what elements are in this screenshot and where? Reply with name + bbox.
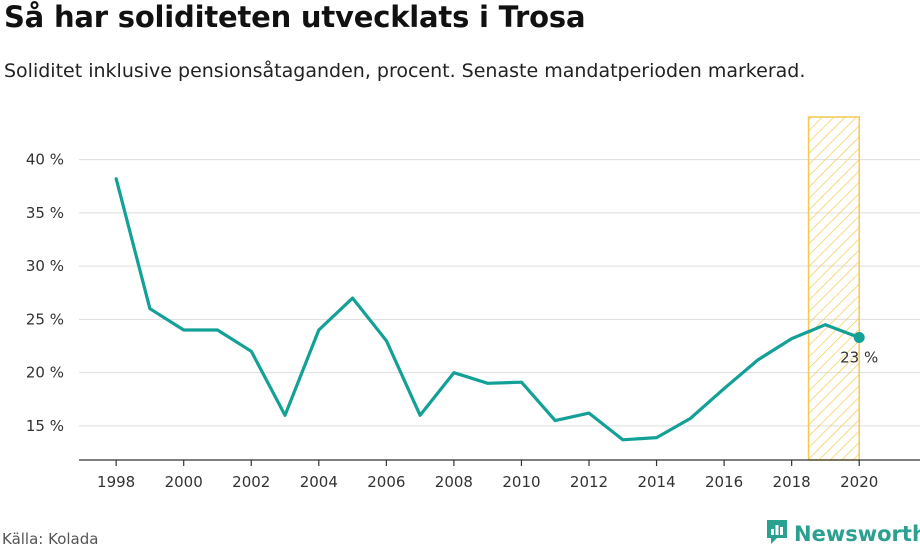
y-tick-label: 40 %	[26, 151, 64, 169]
source-note: Källa: Kolada	[2, 530, 99, 548]
y-tick-label: 30 %	[26, 257, 64, 275]
x-tick-label: 2020	[840, 473, 878, 491]
y-tick-label: 35 %	[26, 204, 64, 222]
newsworthy-icon	[765, 518, 789, 550]
x-tick-label: 2014	[637, 473, 675, 491]
x-tick-label: 2008	[435, 473, 473, 491]
chart-subtitle: Soliditet inklusive pensionsåtaganden, p…	[4, 60, 806, 82]
series-line	[114, 177, 861, 442]
y-tick-label: 15 %	[26, 417, 64, 435]
x-tick-label: 2006	[367, 473, 405, 491]
brand-name: Newsworthy	[794, 522, 920, 546]
highlight-band	[807, 116, 860, 461]
x-tick-label: 2016	[705, 473, 743, 491]
x-tick-label: 2002	[232, 473, 270, 491]
y-tick-label: 25 %	[26, 310, 64, 328]
x-tick-label: 1998	[97, 473, 135, 491]
newsworthy-logo[interactable]: Newsworthy	[765, 518, 920, 550]
x-tick-label: 2010	[502, 473, 540, 491]
x-tick-label: 2012	[570, 473, 608, 491]
x-tick-label: 2000	[165, 473, 203, 491]
chart-title: Så har soliditeten utvecklats i Trosa	[4, 0, 586, 34]
last-point-marker	[853, 332, 865, 343]
last-value-label: 23 %	[840, 349, 878, 367]
x-tick-label: 2004	[300, 473, 338, 491]
y-tick-label: 20 %	[26, 364, 64, 382]
x-tick-label: 2018	[773, 473, 811, 491]
